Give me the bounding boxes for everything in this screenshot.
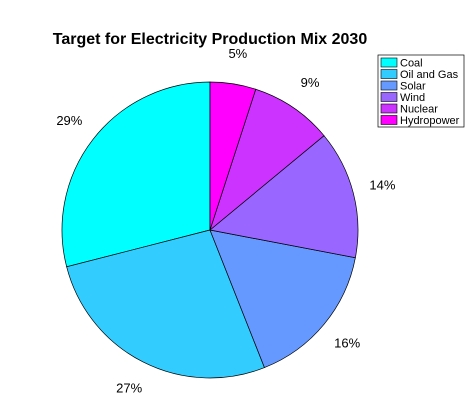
pie-label-wind: 14% xyxy=(369,178,395,193)
pie-slice-nuclear xyxy=(209,88,325,232)
pie-label-solar: 16% xyxy=(334,335,360,350)
legend-swatch-coal xyxy=(380,57,398,68)
pie-label-nuclear: 9% xyxy=(301,75,320,90)
legend-label-solar: Solar xyxy=(400,81,426,93)
pie-slice-solar xyxy=(209,229,356,369)
legend-label-oil-and-gas: Oil and Gas xyxy=(400,69,459,81)
pie-slice-wind xyxy=(209,135,359,259)
pie-slice-oil-and-gas xyxy=(66,229,265,379)
legend-label-hydropower: Hydropower xyxy=(400,115,460,127)
legend-label-coal: Coal xyxy=(400,58,423,70)
legend-swatch-wind xyxy=(380,92,398,102)
chart-title: Target for Electricity Production Mix 20… xyxy=(53,31,368,48)
legend-label-wind: Wind xyxy=(400,92,425,104)
legend-swatch-hydropower xyxy=(380,115,398,125)
legend-swatch-oil-and-gas xyxy=(380,69,398,79)
pie-label-oil-and-gas: 27% xyxy=(116,381,142,396)
pie-slice-coal xyxy=(61,81,211,268)
pie-slice-hydropower xyxy=(209,81,257,231)
pie-percent-labels: 29% 27% 16% 14% 9% 5% xyxy=(56,46,396,395)
pie-label-coal: 29% xyxy=(56,113,82,128)
legend-label-nuclear: Nuclear xyxy=(400,104,438,116)
legend-swatch-nuclear xyxy=(380,103,398,114)
legend-swatch-solar xyxy=(380,80,398,91)
pie-label-hydropower: 5% xyxy=(228,46,247,61)
pie-slices xyxy=(61,81,359,379)
